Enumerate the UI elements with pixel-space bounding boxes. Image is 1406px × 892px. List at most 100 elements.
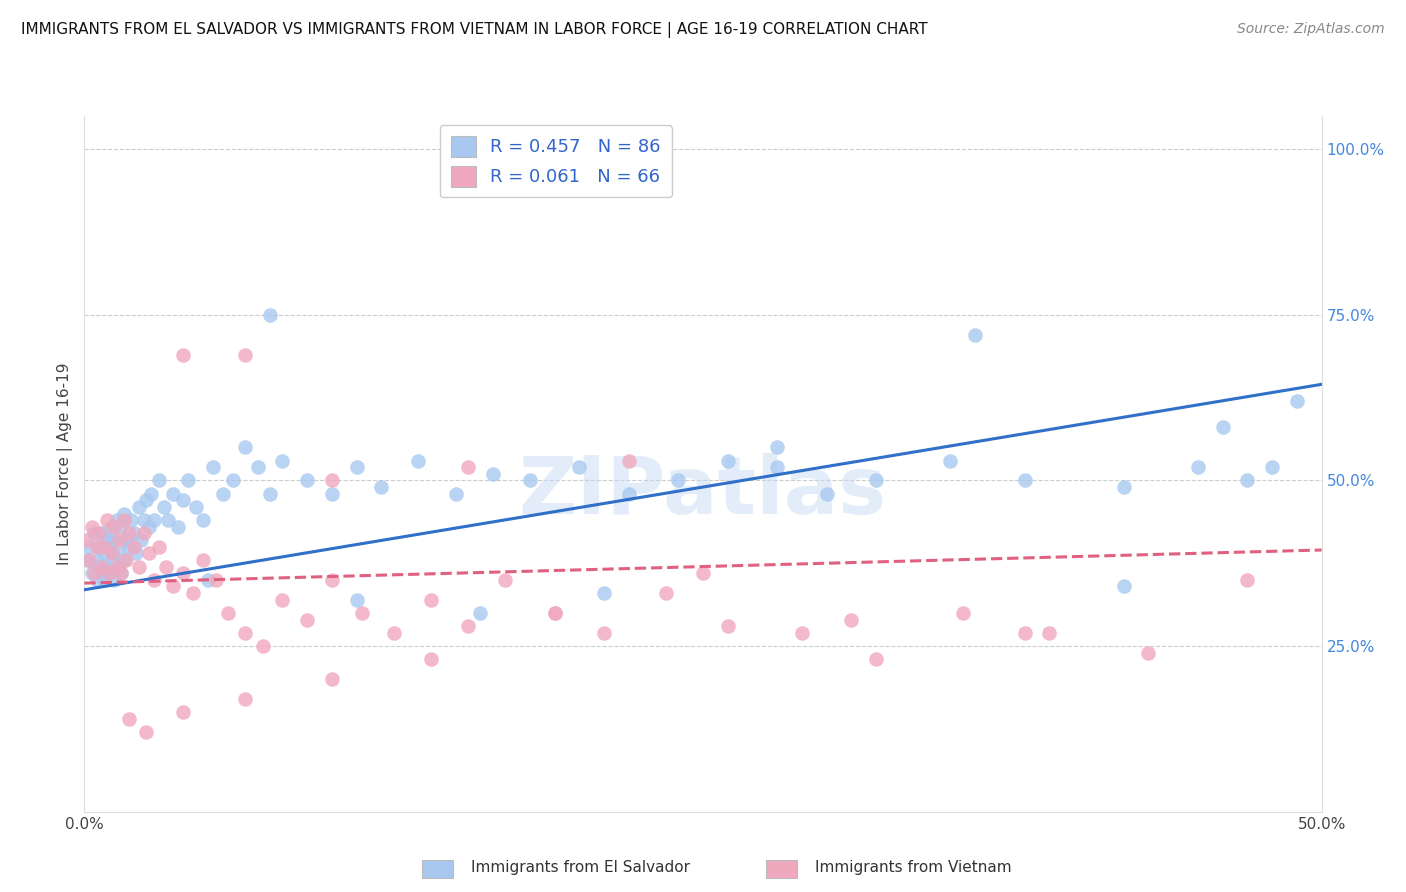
Point <box>142 513 165 527</box>
Point <box>259 308 281 322</box>
Point <box>148 540 170 554</box>
Point <box>125 546 148 560</box>
Point <box>692 566 714 581</box>
Point <box>790 625 813 640</box>
Point <box>204 573 226 587</box>
Point <box>1112 480 1135 494</box>
Point <box>112 553 135 567</box>
Point <box>965 327 987 342</box>
Point <box>419 592 441 607</box>
Point <box>271 592 294 607</box>
Point <box>110 566 132 581</box>
Point <box>350 606 373 620</box>
Point <box>191 513 214 527</box>
Point <box>172 566 194 581</box>
Point <box>217 606 239 620</box>
Point <box>110 520 132 534</box>
Point <box>252 639 274 653</box>
Point <box>86 553 108 567</box>
Point <box>122 540 145 554</box>
Point <box>120 513 142 527</box>
Point <box>96 533 118 547</box>
Point <box>83 526 105 541</box>
Point <box>89 540 111 554</box>
Point <box>181 586 204 600</box>
Point <box>246 460 269 475</box>
Point <box>105 559 128 574</box>
Point <box>86 573 108 587</box>
Point <box>939 453 962 467</box>
Point <box>321 486 343 500</box>
Point <box>96 559 118 574</box>
Point <box>593 625 616 640</box>
Point <box>197 573 219 587</box>
Point <box>118 712 141 726</box>
Point <box>408 453 430 467</box>
Point <box>271 453 294 467</box>
Point <box>481 467 503 481</box>
Point <box>103 520 125 534</box>
Point <box>128 559 150 574</box>
Point <box>100 520 122 534</box>
Point <box>115 553 138 567</box>
Point <box>100 546 122 560</box>
Point <box>1187 460 1209 475</box>
Point <box>382 625 405 640</box>
Point <box>80 520 103 534</box>
Point <box>766 440 789 454</box>
Point <box>295 474 318 488</box>
Point <box>162 579 184 593</box>
Legend: R = 0.457   N = 86, R = 0.061   N = 66: R = 0.457 N = 86, R = 0.061 N = 66 <box>440 125 672 197</box>
Point <box>617 453 640 467</box>
Point <box>1236 474 1258 488</box>
FancyBboxPatch shape <box>422 860 453 878</box>
Point <box>90 559 112 574</box>
Point <box>100 553 122 567</box>
Point <box>93 540 115 554</box>
Point <box>233 625 256 640</box>
Point <box>184 500 207 514</box>
Point <box>110 566 132 581</box>
Point <box>152 500 174 514</box>
Point <box>1261 460 1284 475</box>
Point <box>162 486 184 500</box>
Point <box>172 706 194 720</box>
Point <box>93 573 115 587</box>
Point <box>419 652 441 666</box>
Point <box>494 573 516 587</box>
Point <box>141 486 163 500</box>
Point <box>568 460 591 475</box>
Point <box>1236 573 1258 587</box>
Point <box>90 566 112 581</box>
Point <box>952 606 974 620</box>
Point <box>457 460 479 475</box>
Point <box>103 533 125 547</box>
Point <box>172 347 194 361</box>
Point <box>83 566 105 581</box>
Point <box>93 546 115 560</box>
Point <box>717 619 740 633</box>
Point <box>233 440 256 454</box>
Text: ZIPatlas: ZIPatlas <box>519 452 887 531</box>
Point <box>76 533 98 547</box>
Point <box>321 672 343 686</box>
Point <box>191 553 214 567</box>
Point <box>135 725 157 739</box>
Point <box>815 486 838 500</box>
Point <box>135 493 157 508</box>
Point <box>89 559 111 574</box>
Point <box>457 619 479 633</box>
Point <box>655 586 678 600</box>
Point <box>115 533 138 547</box>
Point <box>108 546 131 560</box>
Point <box>766 460 789 475</box>
Point <box>717 453 740 467</box>
Point <box>89 526 111 541</box>
Point <box>321 474 343 488</box>
Point <box>80 566 103 581</box>
Point <box>1212 420 1234 434</box>
Point <box>157 513 180 527</box>
Point <box>1014 474 1036 488</box>
Point <box>98 566 121 581</box>
Point <box>519 474 541 488</box>
